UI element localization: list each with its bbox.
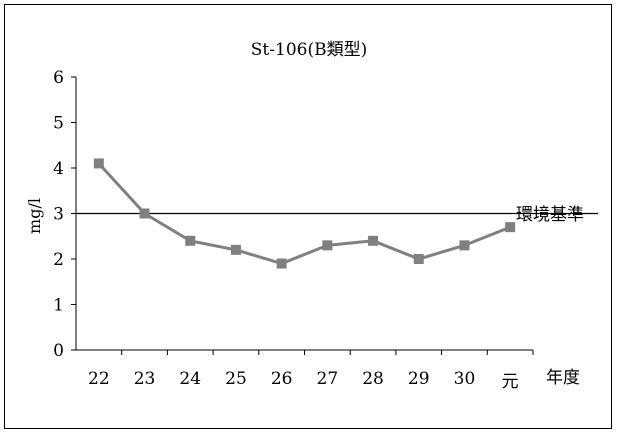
data-point <box>93 158 104 169</box>
data-point <box>139 208 150 219</box>
y-axis-label: mg/l <box>25 198 44 234</box>
data-point <box>230 244 241 255</box>
chart-title: St-106(B類型) <box>251 40 367 60</box>
data-point <box>185 235 196 246</box>
x-tick-label: 30 <box>454 369 476 389</box>
chart-frame <box>4 4 612 429</box>
y-tick-label: 1 <box>53 296 64 316</box>
x-tick-label: 22 <box>88 369 110 389</box>
y-tick-label: 5 <box>53 114 64 134</box>
data-point <box>276 258 287 269</box>
data-point <box>368 235 379 246</box>
series-line <box>97 162 511 266</box>
y-tick-label: 6 <box>53 68 64 88</box>
y-tick-label: 4 <box>53 159 64 179</box>
y-tick-label: 2 <box>53 250 64 270</box>
reference-line-label: 環境基準 <box>516 205 584 225</box>
x-tick-label: 29 <box>408 369 430 389</box>
x-tick-label: 23 <box>134 369 156 389</box>
x-tick-label: 元 <box>502 372 519 392</box>
data-point <box>413 254 424 264</box>
data-point <box>459 240 470 251</box>
x-tick-label: 27 <box>317 369 339 389</box>
x-axis-label: 年度 <box>546 368 580 388</box>
y-tick-label: 0 <box>53 341 64 361</box>
x-tick-label: 28 <box>362 369 384 389</box>
x-tick-label: 24 <box>179 369 201 389</box>
data-point <box>322 240 333 251</box>
x-tick-label: 26 <box>271 369 293 389</box>
x-tick-label: 25 <box>225 369 247 389</box>
data-point <box>505 222 516 233</box>
y-tick-label: 3 <box>53 205 64 225</box>
